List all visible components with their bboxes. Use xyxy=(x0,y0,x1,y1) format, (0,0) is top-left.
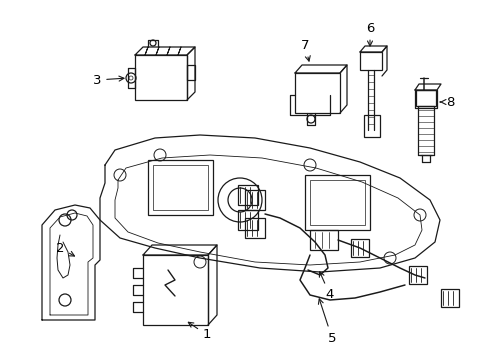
Text: 3: 3 xyxy=(93,73,124,86)
Bar xyxy=(294,73,339,113)
Bar xyxy=(153,165,207,210)
Text: 7: 7 xyxy=(300,39,309,61)
Bar xyxy=(415,90,435,106)
Bar xyxy=(142,255,207,325)
Bar xyxy=(363,115,379,137)
Bar xyxy=(408,266,426,284)
Bar xyxy=(244,190,264,210)
Bar xyxy=(244,218,264,238)
Text: 1: 1 xyxy=(188,322,211,342)
Text: 2: 2 xyxy=(56,242,74,256)
Text: 8: 8 xyxy=(439,95,453,108)
Bar xyxy=(359,52,381,70)
Text: 4: 4 xyxy=(319,272,333,302)
Bar xyxy=(309,180,364,225)
Bar xyxy=(135,55,186,100)
Bar xyxy=(305,175,369,230)
Bar xyxy=(440,289,458,307)
Text: 5: 5 xyxy=(318,299,336,345)
Bar xyxy=(309,230,337,250)
Bar xyxy=(238,210,258,230)
Bar xyxy=(148,160,213,215)
Bar xyxy=(238,185,258,205)
Text: 6: 6 xyxy=(365,22,373,46)
Bar xyxy=(350,239,368,257)
